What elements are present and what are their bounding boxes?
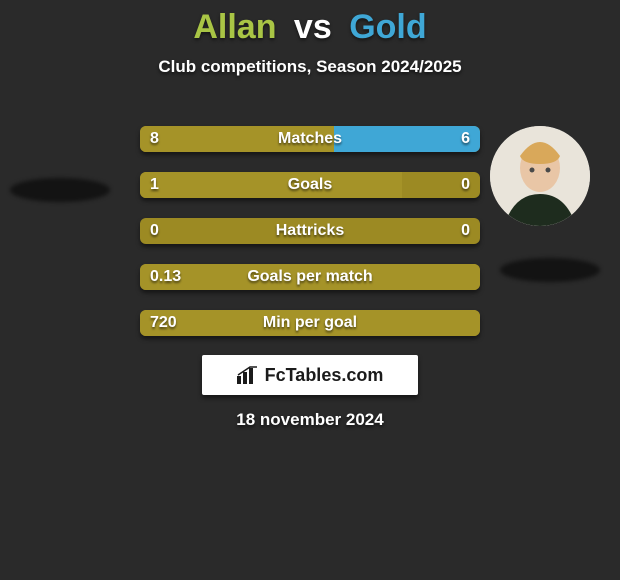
brand-text: FcTables.com: [265, 365, 384, 386]
avatar-right: [490, 126, 590, 226]
stat-label: Goals per match: [140, 264, 480, 290]
brand-badge: FcTables.com: [202, 355, 418, 395]
stat-row: 8Matches6: [140, 126, 480, 152]
title-player-b: Gold: [349, 8, 426, 46]
stat-row: 720Min per goal: [140, 310, 480, 336]
stat-rows: 8Matches61Goals00Hattricks00.13Goals per…: [140, 126, 480, 356]
avatar-right-photo: [490, 126, 590, 226]
stat-label: Goals: [140, 172, 480, 198]
comparison-title: Allan vs Gold: [0, 0, 620, 47]
title-player-a: Allan: [193, 8, 276, 46]
stat-row: 0.13Goals per match: [140, 264, 480, 290]
stat-label: Min per goal: [140, 310, 480, 336]
avatar-right-shadow: [500, 258, 600, 282]
stat-value-right: 6: [461, 126, 470, 152]
stat-label: Hattricks: [140, 218, 480, 244]
stat-value-right: 0: [461, 218, 470, 244]
stat-label: Matches: [140, 126, 480, 152]
comparison-subtitle: Club competitions, Season 2024/2025: [0, 57, 620, 77]
avatar-left-shadow: [10, 178, 110, 202]
stat-value-right: 0: [461, 172, 470, 198]
stat-row: 1Goals0: [140, 172, 480, 198]
snapshot-date: 18 november 2024: [0, 410, 620, 430]
title-vs: vs: [294, 8, 332, 46]
stat-row: 0Hattricks0: [140, 218, 480, 244]
bar-chart-icon: [237, 366, 259, 384]
